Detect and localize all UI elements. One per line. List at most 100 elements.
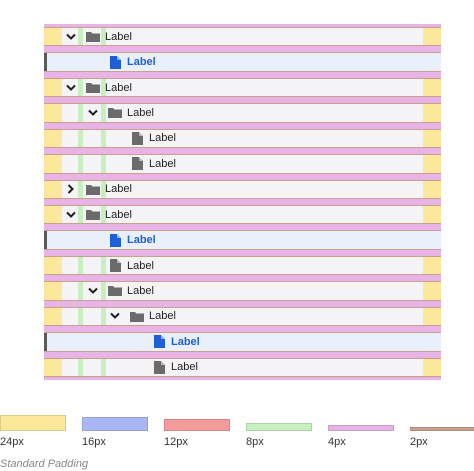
tree-row[interactable]: Label xyxy=(44,151,441,177)
file-icon xyxy=(130,131,144,145)
row-top-padding-4 xyxy=(44,278,441,283)
folder-icon xyxy=(86,208,100,222)
row-border-line xyxy=(44,128,441,130)
row-border-line xyxy=(44,96,441,98)
tree-row-content: Label xyxy=(86,100,154,125)
row-border-line xyxy=(44,172,441,174)
legend-label: 2px xyxy=(410,436,428,448)
chevron-right-icon[interactable] xyxy=(64,182,78,196)
row-bottom-padding-4 xyxy=(44,172,441,177)
tree-row[interactable]: Label xyxy=(44,100,441,126)
folder-icon xyxy=(86,30,100,44)
tree-row-content: Label xyxy=(86,278,154,303)
row-top-padding-4 xyxy=(44,303,441,308)
row-border-line xyxy=(44,248,441,250)
tree-row[interactable]: Label xyxy=(44,329,441,355)
row-top-padding-4 xyxy=(44,329,441,334)
legend-swatch-12px xyxy=(164,419,230,431)
tree-row-content: Label xyxy=(108,227,156,252)
tree-row[interactable]: Label xyxy=(44,74,441,101)
row-top-padding-4 xyxy=(44,24,441,28)
tree-row[interactable]: Label xyxy=(44,202,441,228)
folder-icon xyxy=(108,106,122,120)
tree-row-label: Label xyxy=(171,335,200,348)
row-border-line xyxy=(44,306,441,308)
folder-icon xyxy=(108,284,122,298)
tree-row-content: Label xyxy=(152,329,200,354)
chevron-down-icon[interactable] xyxy=(64,30,78,44)
tree-row-label: Label xyxy=(127,259,154,272)
tree-row-label: Label xyxy=(105,81,132,94)
legend-caption: Standard Padding xyxy=(0,458,89,470)
folder-icon xyxy=(86,81,100,95)
selected-row-highlight xyxy=(44,333,441,351)
row-bottom-padding-4 xyxy=(44,350,441,355)
file-icon xyxy=(108,55,122,69)
row-bottom-padding-4 xyxy=(44,325,441,330)
chevron-down-icon[interactable] xyxy=(86,284,100,298)
row-top-padding-4 xyxy=(44,125,441,130)
selection-indicator xyxy=(44,231,47,249)
legend-swatch-8px xyxy=(246,423,312,431)
tree-row-label: Label xyxy=(149,132,176,145)
tree-row[interactable]: Label xyxy=(44,303,441,330)
tree-row-content: Label xyxy=(108,304,176,329)
folder-icon xyxy=(86,182,100,196)
row-bottom-padding-4 xyxy=(44,274,441,279)
tree-view: Label Label Label Label Label Label Label Label… xyxy=(44,24,441,380)
row-border-line xyxy=(44,357,441,359)
selection-indicator xyxy=(44,53,47,71)
tree-row[interactable]: Label xyxy=(44,49,441,75)
tree-row-content: Label xyxy=(130,151,176,176)
row-top-padding-4 xyxy=(44,100,441,105)
tree-row-label: Label xyxy=(149,310,176,323)
row-border-line xyxy=(44,121,441,123)
row-border-line xyxy=(44,255,441,257)
tree-row[interactable]: Label xyxy=(44,125,441,152)
row-border-line xyxy=(44,205,441,206)
row-bottom-padding-4 xyxy=(44,299,441,304)
legend-swatch-2px xyxy=(410,427,474,431)
chevron-down-icon[interactable] xyxy=(64,81,78,95)
row-top-padding-4 xyxy=(44,151,441,156)
row-top-padding-4 xyxy=(44,74,441,79)
chevron-down-icon[interactable] xyxy=(64,208,78,222)
file-icon xyxy=(130,157,144,171)
row-top-padding-4 xyxy=(44,49,441,54)
tree-row-label: Label xyxy=(127,106,154,119)
tree-row-label: Label xyxy=(127,284,154,297)
tree-row[interactable]: Label xyxy=(44,176,441,202)
row-border-line xyxy=(44,77,441,79)
file-icon xyxy=(108,233,122,247)
row-border-line xyxy=(44,45,441,47)
row-top-padding-4 xyxy=(44,176,441,181)
row-border-line xyxy=(44,325,441,327)
tree-row-label: Label xyxy=(171,361,198,374)
legend-label: 8px xyxy=(246,436,264,448)
tree-row[interactable]: Label xyxy=(44,227,441,253)
chevron-down-icon[interactable] xyxy=(108,309,122,323)
tree-row[interactable]: Label xyxy=(44,354,441,380)
chevron-down-icon[interactable] xyxy=(86,106,100,120)
row-border-line xyxy=(44,27,441,28)
row-bottom-padding-4 xyxy=(44,121,441,126)
row-border-line xyxy=(44,230,441,232)
row-border-line xyxy=(44,281,441,283)
folder-icon xyxy=(130,309,144,323)
tree-row[interactable]: Label xyxy=(44,278,441,304)
tree-row-content: Label xyxy=(64,24,132,49)
file-icon xyxy=(108,259,122,273)
row-bottom-padding-4 xyxy=(44,70,441,75)
row-top-padding-4 xyxy=(44,202,441,206)
tree-row[interactable]: Label xyxy=(44,24,441,50)
row-top-padding-4 xyxy=(44,227,441,232)
tree-row-content: Label xyxy=(108,49,156,74)
row-border-line xyxy=(44,179,441,181)
tree-row[interactable]: Label xyxy=(44,252,441,279)
row-border-line xyxy=(44,375,441,377)
file-icon xyxy=(152,335,166,349)
row-border-line xyxy=(44,154,441,156)
row-border-line xyxy=(44,70,441,72)
selection-indicator xyxy=(44,333,47,351)
row-bottom-padding-4 xyxy=(44,248,441,253)
